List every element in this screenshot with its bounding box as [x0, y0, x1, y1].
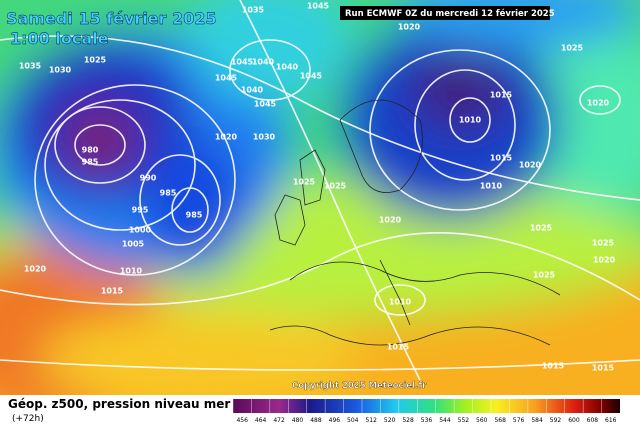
scale-label: 568	[494, 417, 506, 424]
isobar-label: 1010	[389, 298, 412, 307]
isobar-label: 1015	[542, 362, 565, 371]
lead-time: (+72h)	[12, 414, 44, 424]
forecast-time: 1:00 locale	[10, 29, 109, 48]
isobar-label: 1045	[215, 74, 238, 83]
isobar-label: 1010	[480, 182, 503, 191]
run-box	[340, 6, 550, 20]
isobar-label: 1045	[307, 2, 330, 11]
isobar-label: 985	[82, 158, 99, 167]
isobar-label: 1045	[231, 58, 254, 67]
isobar-label: 1035	[19, 62, 42, 71]
scale-label: 560	[476, 417, 488, 424]
isobar-label: 1010	[120, 267, 143, 276]
isobar-label: 1025	[592, 239, 615, 248]
legend-title: Géop. z500, pression niveau mer	[8, 397, 230, 411]
isobar-label: 1030	[49, 66, 72, 75]
isobar-label: 1045	[300, 72, 323, 81]
scale-label: 472	[273, 417, 285, 424]
isobar-label: 1045	[254, 100, 277, 109]
scale-label: 536	[421, 417, 433, 424]
isobar-labels: 1035 103010259809859909859959851000100510…	[19, 2, 616, 373]
scale-label: 600	[568, 417, 580, 424]
isobar-label: 1025	[533, 271, 556, 280]
isobar-label: 995	[132, 206, 149, 215]
isobar-label: 1025	[530, 224, 553, 233]
isobar-label: 1025	[324, 182, 347, 191]
isobar-label: 1020	[24, 265, 47, 274]
color-scale-labels: 456 464 472 480 488 496 504 512 520 528 536 544 552 5…	[232, 399, 617, 424]
scale-label: 456	[236, 417, 248, 424]
scale-label: 496	[329, 417, 341, 424]
scale-label: 544	[439, 417, 451, 424]
scale-label: 576	[513, 417, 525, 424]
isobar-label: 1040	[252, 58, 275, 67]
color-scale	[233, 399, 620, 413]
isobar-label: 1000	[129, 226, 152, 235]
isobar-label: 1020	[587, 99, 610, 108]
scale-label: 608	[587, 417, 599, 424]
isobar-label: 1020	[593, 256, 616, 265]
isobar-label: 985	[186, 211, 203, 220]
isobar-label: 1020	[215, 133, 238, 142]
isobar-label: 1025	[293, 178, 316, 187]
isobar-label: 980	[82, 146, 99, 155]
forecast-date: Samedi 15 février 2025	[6, 9, 217, 28]
isobar-label: 1030	[253, 133, 276, 142]
isobar-label: 1015	[490, 154, 513, 163]
scale-label: 464	[255, 417, 267, 424]
scale-label: 488	[310, 417, 322, 424]
coastlines	[269, 99, 561, 346]
scale-label: 592	[550, 417, 562, 424]
scale-label: 504	[347, 417, 359, 424]
isobar-label: 1040	[276, 63, 299, 72]
scale-label: 512	[365, 417, 377, 424]
isobar-label: 1015	[592, 364, 615, 373]
isobar-label: 1020	[398, 23, 421, 32]
scale-label: 520	[384, 417, 396, 424]
isobar-label: 1020	[379, 216, 402, 225]
isobar-label: 1035	[242, 6, 265, 15]
isobar-label: 1020	[519, 161, 542, 170]
scale-label: 552	[458, 417, 470, 424]
scale-label: 616	[605, 417, 617, 424]
run-info: Run ECMWF 0Z du mercredi 12 février 2025	[345, 8, 555, 19]
scale-label: 584	[531, 417, 543, 424]
isobar-label: 1015	[101, 287, 124, 296]
isobar-label: 990	[140, 174, 157, 183]
isobar-label: 1040	[241, 86, 264, 95]
isobar-label: 1010	[459, 116, 482, 125]
isobar-label: 1025	[561, 44, 584, 53]
copyright: Copyright 2025 Meteociel.fr	[292, 381, 427, 391]
isobar-label: 985	[160, 189, 177, 198]
isobar-label: 1015	[490, 91, 513, 100]
scale-label: 528	[402, 417, 414, 424]
isobar-label: 1005	[122, 240, 145, 249]
isobars	[0, 0, 640, 381]
isobar-label: 1025	[84, 56, 107, 65]
isobar-label: 1015	[387, 343, 410, 352]
scale-label: 480	[292, 417, 304, 424]
